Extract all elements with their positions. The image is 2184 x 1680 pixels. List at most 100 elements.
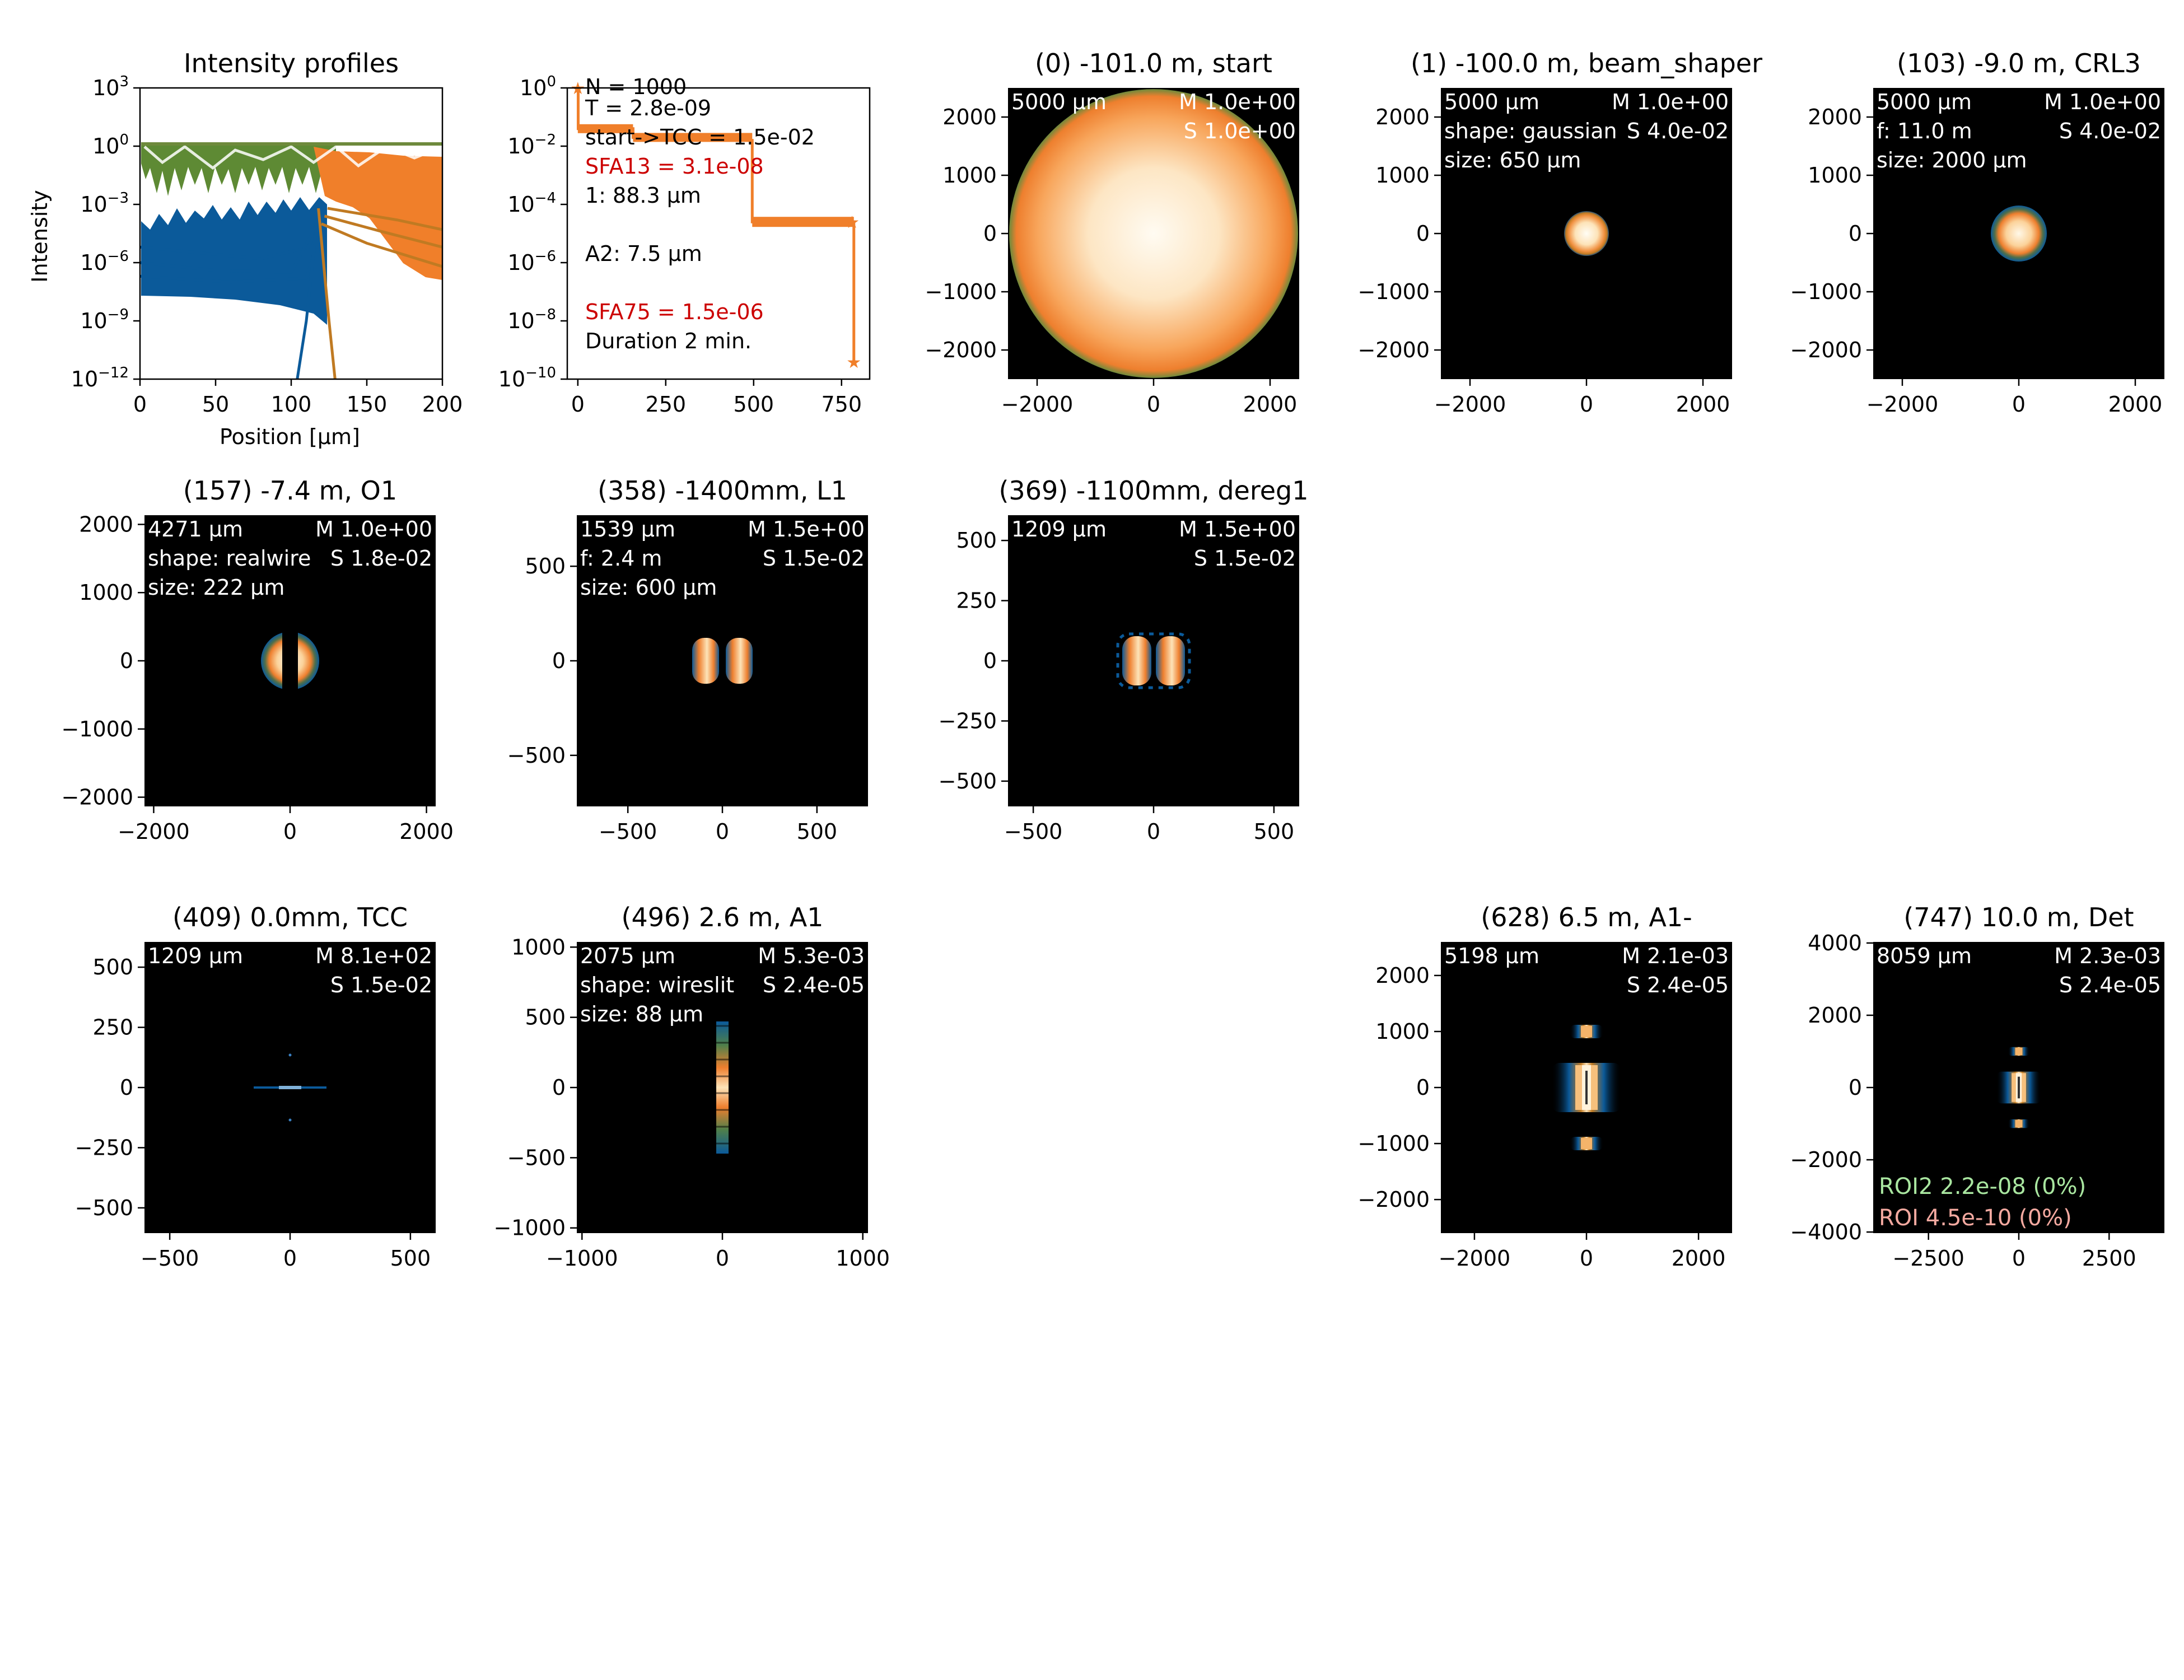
beam-panel-2: (0) -101.0 m, start 5000 μm M 1.0e+00 S 1.0… (925, 48, 1299, 417)
focus-core (279, 1086, 301, 1089)
y-tick-label: 2000 (942, 105, 997, 129)
y-tick-base: 10 (71, 367, 98, 391)
profile-series-0-line (139, 213, 320, 260)
annotation-text: Duration 2 min. (585, 329, 752, 353)
y-tick-label: −2000 (1357, 1187, 1430, 1212)
beam-label-right: M 1.0e+00 (2044, 90, 2161, 114)
beam-panel-5: (157) -7.4 m, O1 4271 μm shape: realwire si… (61, 475, 453, 844)
plateau-band (752, 217, 854, 227)
beam-lobe (726, 638, 753, 684)
y-tick-label: 10−4 (507, 190, 556, 217)
y-tick-label: 0 (1416, 221, 1430, 246)
y-tick-label: 2000 (1808, 105, 1862, 129)
beam-disk-wire (261, 630, 319, 692)
x-tick-label: 2000 (1676, 392, 1730, 417)
beam-panel-title: (157) -7.4 m, O1 (183, 475, 397, 506)
y-tick-label: 0 (983, 221, 997, 246)
transmission-series: ★ ★ ★ (570, 79, 861, 372)
x-tick-label: 2000 (1243, 392, 1298, 417)
y-tick-label: 1000 (511, 935, 566, 959)
star-marker: ★ (844, 213, 860, 232)
y-tick-label: 2000 (79, 512, 133, 536)
beam-lobe (692, 638, 719, 684)
y-tick-label: 1000 (1375, 1019, 1430, 1044)
beam-label-left: f: 2.4 m (580, 546, 662, 571)
x-tick-label: −500 (1004, 819, 1062, 844)
y-tick-label: 250 (956, 589, 997, 613)
beam-label-left: 5000 μm (1011, 90, 1107, 114)
x-tick-label: −2000 (118, 819, 190, 844)
beam-panel-title: (358) -1400mm, L1 (598, 475, 847, 506)
profile-series-1-line (139, 221, 320, 274)
beam-fringe (1116, 632, 1191, 689)
intensity-profiles-title: Intensity profiles (184, 48, 399, 78)
beam-label-right: M 2.1e-03 (1622, 944, 1729, 968)
beam-label-left: 5000 μm (1877, 90, 1972, 114)
beam-label-right: M 1.5e+00 (1179, 517, 1296, 542)
y-tick-label: −2000 (61, 785, 133, 810)
y-tick-base: 10 (92, 76, 119, 100)
y-tick-exponent: −6 (108, 248, 129, 265)
y-tick-label: 4000 (1808, 931, 1862, 955)
x-tick-label: −2000 (1439, 1246, 1511, 1271)
y-tick-label: 10−10 (498, 365, 556, 391)
y-tick-label: 10−12 (71, 365, 129, 391)
y-tick-label: 100 (520, 73, 556, 100)
y-tick-exponent: −4 (535, 190, 556, 207)
y-tick-exponent: 0 (547, 73, 556, 90)
y-tick-label: 10−6 (507, 248, 556, 275)
star-marker: ★ (846, 353, 861, 372)
beam-label-right: M 8.1e+02 (315, 944, 432, 968)
y-tick-exponent: −2 (535, 132, 556, 148)
y-tick-base: 10 (520, 76, 547, 100)
y-tick-base: 10 (80, 250, 107, 275)
beam-label-left: 1209 μm (1011, 517, 1107, 542)
beam-label-left: 1539 μm (580, 517, 675, 542)
white-noise-trace (143, 144, 443, 170)
y-tick-exponent: 0 (119, 132, 129, 148)
beam-label-right: S 4.0e-02 (1627, 119, 1729, 143)
beam-label-right: S 1.5e-02 (1194, 546, 1296, 571)
x-tick-label: −2000 (1001, 392, 1074, 417)
profile-series-4-line (324, 214, 443, 249)
y-tick-label: 0 (1416, 1075, 1430, 1100)
x-tick-label: 2500 (2082, 1246, 2136, 1271)
y-tick-label: 0 (1849, 1075, 1862, 1100)
beam-lobe (1122, 636, 1151, 685)
beam-label-right: M 2.3e-03 (2054, 944, 2161, 968)
x-tick-label: 2000 (2108, 392, 2163, 417)
beam-diffraction (1552, 1025, 1621, 1150)
green-envelope (141, 143, 336, 196)
y-axis-label: Intensity (27, 190, 52, 282)
x-tick-label: 0 (2012, 392, 2026, 417)
profile-series-5-line (327, 207, 443, 231)
x-tick-label: 750 (822, 392, 862, 417)
blue-envelope (141, 197, 327, 325)
y-tick-label: −500 (507, 1145, 566, 1170)
y-tick-label: 10−6 (80, 248, 129, 275)
x-tick-label: −1000 (546, 1246, 618, 1271)
y-tick-label: −500 (507, 743, 566, 768)
intensity-profiles-panel: Intensity profiles 0 50 100 150 20010310010−… (27, 48, 463, 449)
x-tick-label: 500 (1254, 819, 1295, 844)
orange-envelope (314, 147, 442, 280)
x-tick-label: 100 (271, 392, 312, 417)
x-tick-label: 0 (716, 819, 729, 844)
y-tick-label: 10−2 (507, 132, 556, 158)
beam-label-left: shape: wireslit (580, 973, 734, 997)
beam-lobe (1156, 636, 1185, 685)
beam-split (692, 638, 753, 684)
y-tick-exponent: 3 (119, 73, 129, 90)
beam-panel-10: (628) 6.5 m, A1- 5198 μm M 2.1e-03 S 2.4e-0… (1357, 902, 1732, 1271)
x-tick-label: 0 (571, 392, 585, 417)
y-tick-label: 1000 (942, 163, 997, 188)
y-tick-label: −1000 (1357, 1131, 1430, 1156)
x-tick-label: 0 (2012, 1246, 2026, 1271)
diffraction-order-core (2015, 1120, 2023, 1127)
x-tick-label: 250 (646, 392, 687, 417)
y-tick-label: 500 (525, 554, 566, 578)
beam-label-right: M 5.3e-03 (758, 944, 865, 968)
y-tick-label: −1000 (1357, 279, 1430, 304)
